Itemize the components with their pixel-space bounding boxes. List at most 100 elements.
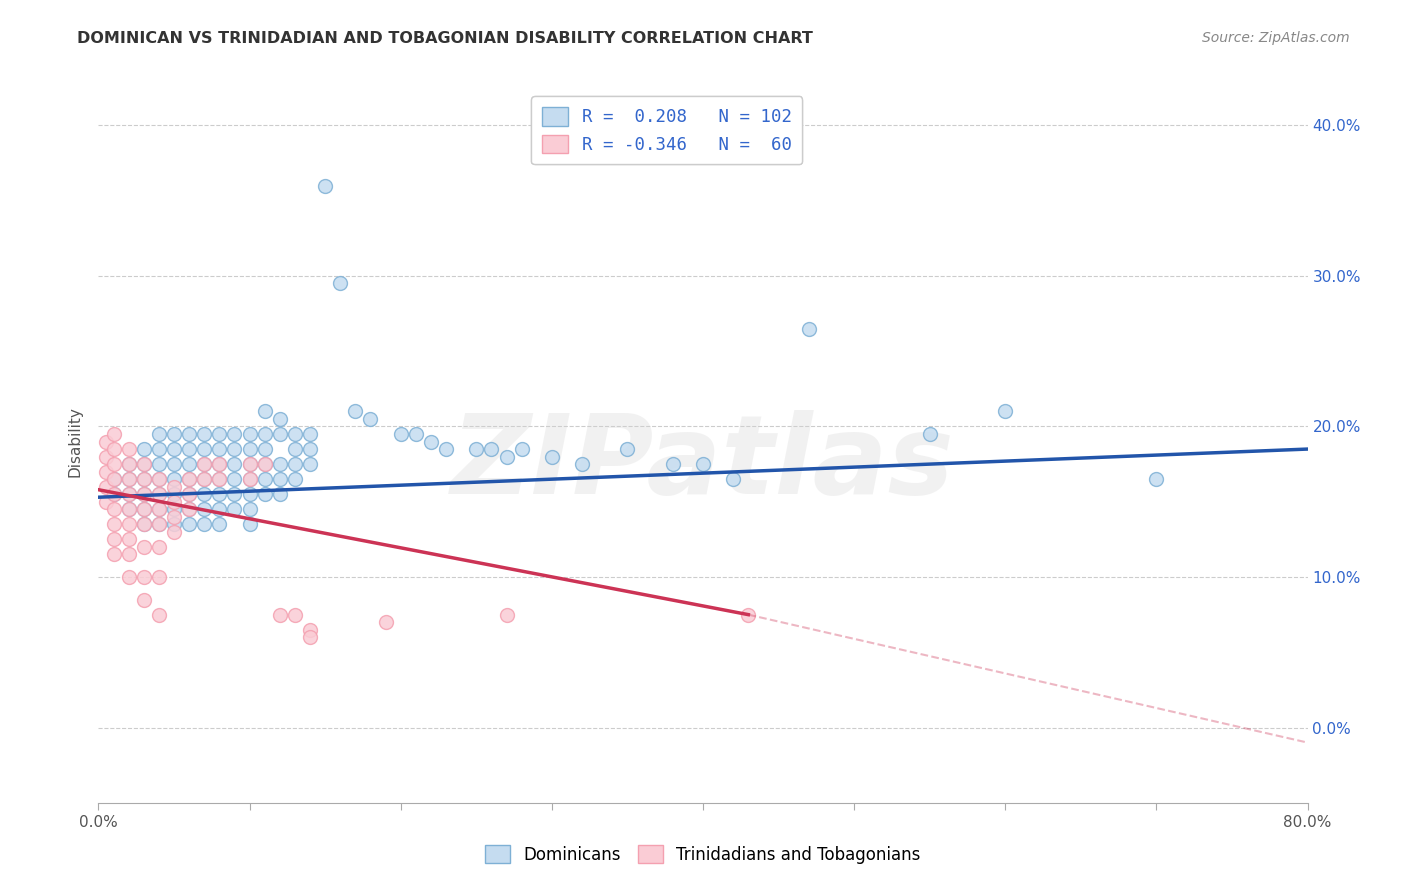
Point xyxy=(148,607,170,622)
Point xyxy=(148,540,170,554)
Point xyxy=(193,442,215,456)
Point xyxy=(284,472,307,486)
Point xyxy=(661,457,683,471)
Point xyxy=(179,502,201,516)
Point xyxy=(118,548,141,562)
Point xyxy=(239,517,262,532)
Point xyxy=(94,434,117,449)
Point xyxy=(193,517,215,532)
Point xyxy=(994,404,1017,418)
Point xyxy=(797,321,820,335)
Point xyxy=(118,487,141,501)
Point xyxy=(118,502,141,516)
Point xyxy=(299,427,322,442)
Point xyxy=(299,442,322,456)
Point xyxy=(193,487,215,501)
Point xyxy=(179,472,201,486)
Point xyxy=(193,502,215,516)
Point xyxy=(163,442,186,456)
Point xyxy=(132,472,155,486)
Point xyxy=(224,472,246,486)
Point xyxy=(224,457,246,471)
Point xyxy=(269,487,291,501)
Point xyxy=(103,487,125,501)
Point xyxy=(132,457,155,471)
Point xyxy=(132,517,155,532)
Point xyxy=(103,548,125,562)
Point xyxy=(208,457,231,471)
Point xyxy=(918,427,941,442)
Text: Source: ZipAtlas.com: Source: ZipAtlas.com xyxy=(1202,31,1350,45)
Point xyxy=(103,502,125,516)
Point xyxy=(208,502,231,516)
Point xyxy=(103,517,125,532)
Point xyxy=(239,427,262,442)
Point xyxy=(103,472,125,486)
Point xyxy=(103,487,125,501)
Point xyxy=(163,502,186,516)
Point xyxy=(389,427,412,442)
Point xyxy=(193,457,215,471)
Point xyxy=(118,442,141,456)
Point xyxy=(132,517,155,532)
Point xyxy=(253,442,276,456)
Point xyxy=(148,502,170,516)
Point xyxy=(360,412,382,426)
Point xyxy=(103,427,125,442)
Point xyxy=(193,427,215,442)
Point xyxy=(163,524,186,539)
Point xyxy=(239,442,262,456)
Point xyxy=(299,630,322,644)
Point xyxy=(239,487,262,501)
Point xyxy=(465,442,488,456)
Point xyxy=(94,480,117,494)
Point xyxy=(163,509,186,524)
Point xyxy=(132,540,155,554)
Point xyxy=(208,457,231,471)
Text: ZIPatlas: ZIPatlas xyxy=(451,409,955,516)
Point xyxy=(269,412,291,426)
Point xyxy=(118,502,141,516)
Point xyxy=(239,457,262,471)
Point xyxy=(148,442,170,456)
Point xyxy=(148,517,170,532)
Point xyxy=(179,487,201,501)
Y-axis label: Disability: Disability xyxy=(67,406,83,477)
Point xyxy=(208,517,231,532)
Point xyxy=(374,615,396,630)
Point xyxy=(284,442,307,456)
Point xyxy=(163,517,186,532)
Point xyxy=(1144,472,1167,486)
Point xyxy=(269,607,291,622)
Point xyxy=(94,450,117,464)
Point xyxy=(344,404,367,418)
Point xyxy=(179,442,201,456)
Point xyxy=(118,472,141,486)
Point xyxy=(284,457,307,471)
Point xyxy=(163,487,186,501)
Point xyxy=(179,487,201,501)
Point xyxy=(314,178,336,193)
Point xyxy=(103,472,125,486)
Point xyxy=(571,457,593,471)
Point xyxy=(405,427,427,442)
Point xyxy=(118,472,141,486)
Point xyxy=(208,427,231,442)
Point xyxy=(148,472,170,486)
Point xyxy=(239,472,262,486)
Point xyxy=(224,427,246,442)
Point xyxy=(269,457,291,471)
Point xyxy=(148,427,170,442)
Point xyxy=(495,450,517,464)
Point xyxy=(118,457,141,471)
Point xyxy=(540,450,562,464)
Point xyxy=(269,427,291,442)
Point xyxy=(253,427,276,442)
Point xyxy=(284,427,307,442)
Point xyxy=(163,480,186,494)
Point xyxy=(224,442,246,456)
Point xyxy=(193,457,215,471)
Point xyxy=(148,517,170,532)
Point xyxy=(723,472,745,486)
Text: DOMINICAN VS TRINIDADIAN AND TOBAGONIAN DISABILITY CORRELATION CHART: DOMINICAN VS TRINIDADIAN AND TOBAGONIAN … xyxy=(77,31,813,46)
